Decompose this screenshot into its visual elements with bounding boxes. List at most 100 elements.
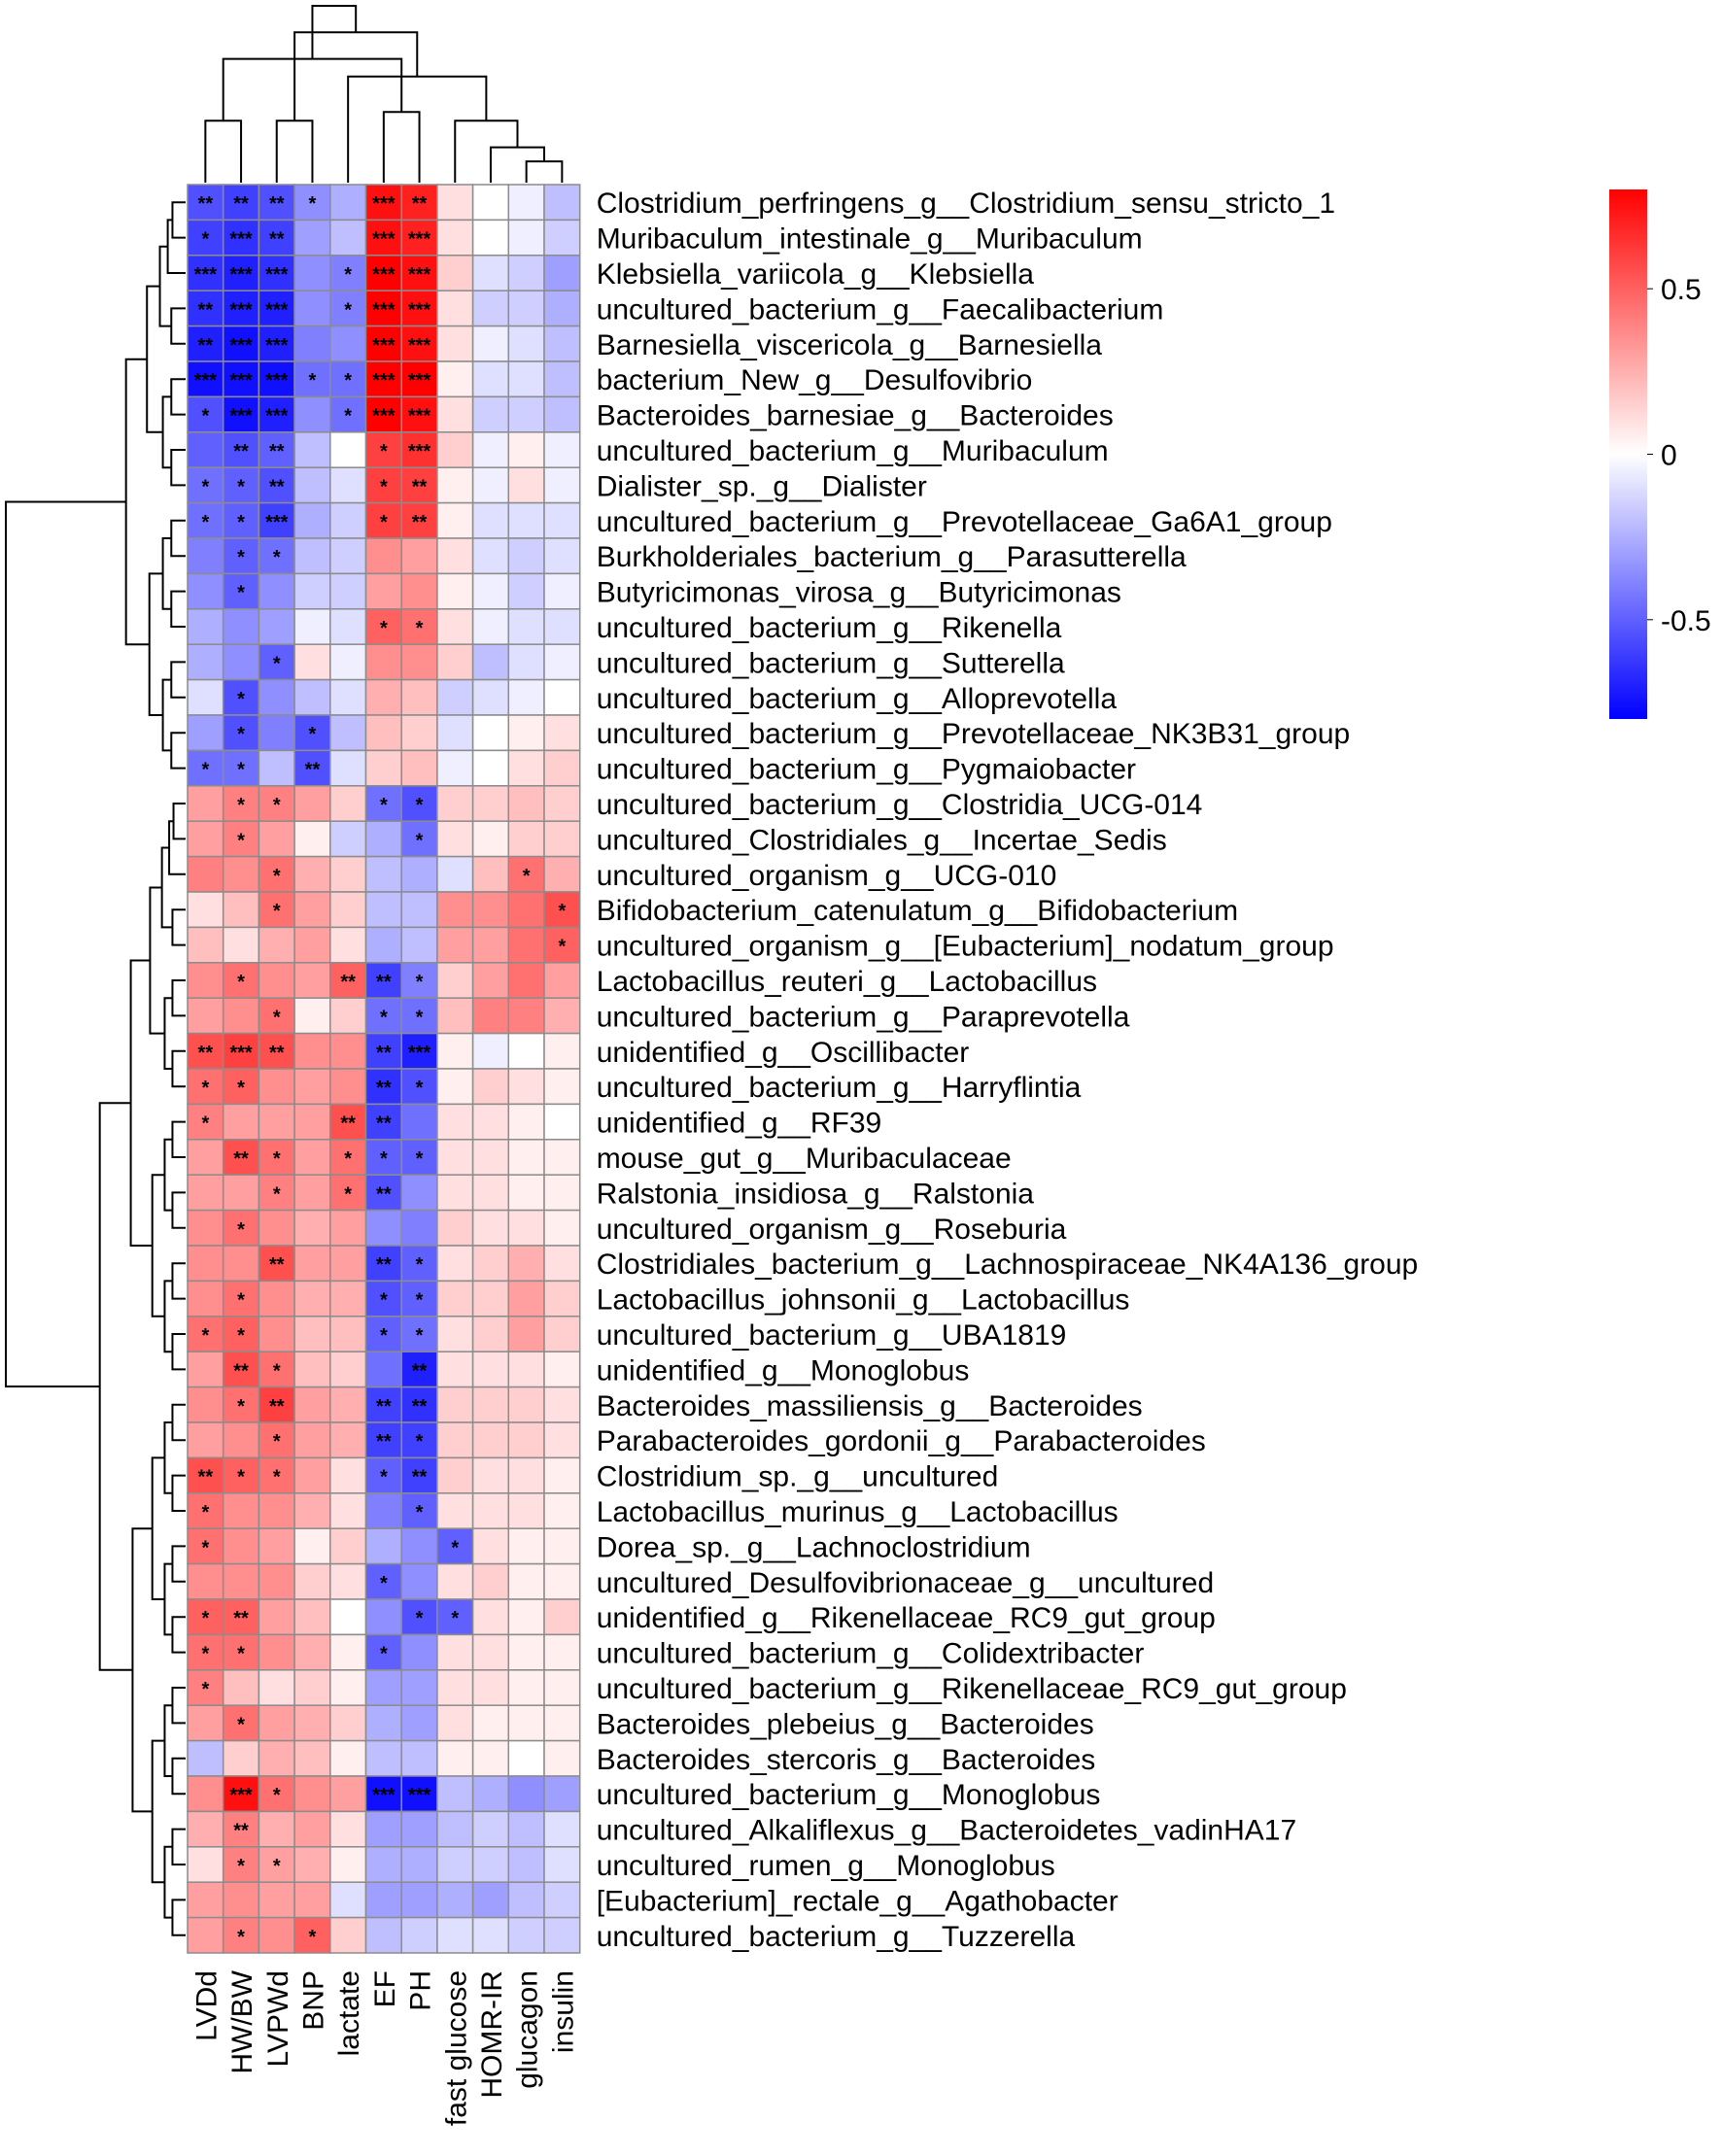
heatmap-cell	[329, 466, 367, 504]
heatmap-cell	[436, 891, 474, 929]
row-label: Clostridium_perfringens_g__Clostridium_s…	[597, 188, 1335, 220]
significance-mark: *	[273, 1431, 281, 1453]
significance-mark: ***	[229, 1043, 253, 1064]
column-label: LVDd	[190, 1970, 223, 2041]
heatmap-cell	[293, 1456, 331, 1494]
heatmap-cell	[507, 891, 545, 929]
significance-mark: *	[201, 1113, 209, 1135]
heatmap-cell	[507, 1527, 545, 1565]
significance-mark: *	[380, 795, 388, 816]
significance-mark: *	[201, 229, 209, 251]
column-label: HW/BW	[226, 1969, 258, 2073]
row-label: uncultured_bacterium_g__UBA1819	[597, 1319, 1067, 1352]
heatmap-cell	[187, 891, 224, 929]
heatmap-cell	[293, 395, 331, 433]
significance-mark: ***	[265, 299, 289, 321]
heatmap-cell	[329, 1704, 367, 1742]
heatmap-cell	[258, 184, 295, 222]
heatmap-cell	[293, 572, 331, 610]
heatmap-cell	[258, 926, 295, 964]
heatmap-cell	[436, 1103, 474, 1141]
significance-mark: ***	[229, 264, 253, 286]
heatmap-cell	[471, 466, 510, 504]
heatmap-cell	[258, 855, 295, 893]
heatmap-cell	[187, 255, 224, 291]
heatmap-cell	[329, 1421, 367, 1459]
heatmap-cell	[400, 1280, 438, 1318]
heatmap-cell	[222, 1916, 260, 1954]
heatmap-cell	[543, 1456, 581, 1494]
heatmap-cell	[187, 1916, 224, 1954]
heatmap-cell	[364, 926, 402, 964]
heatmap-cell	[293, 1068, 331, 1106]
heatmap-cell	[222, 1492, 260, 1529]
heatmap-cell	[187, 1739, 224, 1777]
row-dendrogram-branch	[170, 732, 186, 770]
heatmap-cell	[329, 572, 367, 610]
significance-mark: **	[269, 1254, 285, 1276]
heatmap-cell	[222, 997, 260, 1035]
heatmap-cell	[471, 1139, 510, 1176]
heatmap-cell	[187, 997, 224, 1035]
heatmap-cell	[187, 1846, 224, 1883]
significance-mark: ***	[372, 299, 396, 321]
heatmap-cell	[222, 926, 260, 964]
heatmap-cell	[507, 1562, 545, 1600]
significance-mark: ***	[372, 229, 396, 251]
heatmap-cell	[329, 678, 367, 716]
significance-mark: ***	[229, 1785, 253, 1806]
column-dendrogram-branch	[311, 5, 358, 59]
significance-mark: *	[380, 1290, 388, 1312]
heatmap-cell	[364, 1527, 402, 1565]
significance-mark: *	[416, 1502, 424, 1523]
row-label: uncultured_bacterium_g__Sutterella	[597, 647, 1065, 679]
row-dendrogram-branch	[163, 1138, 173, 1212]
heatmap-cell	[436, 572, 474, 610]
heatmap-cell	[400, 537, 438, 575]
row-label: bacterium_New_g__Desulfovibrio	[597, 364, 1033, 396]
significance-mark: *	[380, 1644, 388, 1665]
heatmap-cell	[258, 1633, 295, 1671]
heatmap-cell	[543, 1846, 581, 1883]
row-label: Lactobacillus_murinus_g__Lactobacillus	[597, 1496, 1119, 1528]
row-label: uncultured_bacterium_g__Prevotellaceae_G…	[597, 506, 1332, 538]
row-label: mouse_gut_g__Muribaculaceae	[597, 1143, 1012, 1175]
row-label: uncultured_bacterium_g__Rikenellaceae_RC…	[597, 1673, 1347, 1705]
significance-mark: *	[416, 830, 424, 851]
row-label: Barnesiella_viscericola_g__Barnesiella	[597, 329, 1103, 361]
heatmap-cell	[400, 1032, 438, 1070]
significance-mark: *	[416, 1254, 424, 1276]
significance-mark: *	[416, 1325, 424, 1347]
heatmap-cell	[400, 1775, 438, 1813]
heatmap-cell	[329, 926, 367, 964]
row-dendrogram-branch	[163, 1280, 173, 1353]
heatmap-cell	[507, 855, 545, 893]
row-dendrogram-branch	[171, 1899, 186, 1936]
significance-mark: *	[380, 1573, 388, 1594]
heatmap-cell	[258, 962, 295, 999]
row-dendrogram-branch	[171, 1545, 186, 1583]
heatmap-cell	[364, 431, 402, 468]
heatmap-cell	[293, 466, 331, 504]
heatmap-cell	[436, 820, 474, 858]
significance-mark: **	[376, 972, 392, 993]
heatmap-cell	[507, 501, 545, 539]
row-dendrogram-branch	[166, 219, 186, 274]
significance-mark: *	[201, 1537, 209, 1558]
row-label: Bacteroides_barnesiae_g__Bacteroides	[597, 400, 1114, 432]
heatmap-cell	[293, 1562, 331, 1600]
heatmap-cell	[329, 608, 367, 645]
significance-mark: *	[273, 1148, 281, 1170]
significance-mark: *	[344, 406, 352, 428]
column-label: LVPWd	[262, 1970, 294, 2067]
significance-mark: ***	[408, 370, 431, 392]
heatmap-cell	[543, 1810, 581, 1848]
significance-mark: *	[416, 1148, 424, 1170]
significance-mark: ***	[408, 441, 431, 462]
row-label: Muribaculum_intestinale_g__Muribaculum	[597, 223, 1143, 256]
significance-mark: *	[416, 795, 424, 816]
heatmap-cell	[187, 1068, 224, 1106]
heatmap-cell	[436, 1633, 474, 1671]
significance-mark: **	[376, 1183, 392, 1205]
significance-mark: ***	[265, 264, 289, 286]
